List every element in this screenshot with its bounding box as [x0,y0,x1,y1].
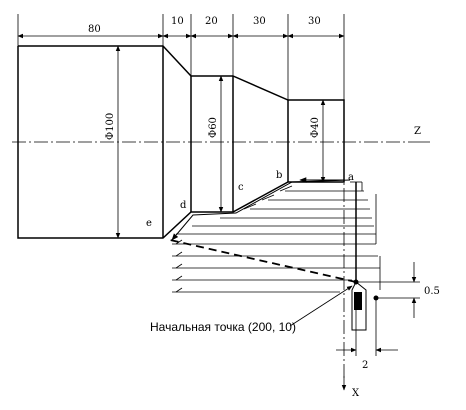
dim-80: 80 [88,24,101,35]
top-dimension-chain: 80 10 20 30 30 [17,14,345,100]
dim-2-group: 2 [336,298,398,371]
point-e: e [146,218,152,229]
dim-30-right: 30 [308,16,321,27]
point-a: a [348,172,354,183]
dim-10: 10 [171,16,184,27]
dim-2: 2 [362,360,368,371]
x-axis-label: X [352,388,360,399]
diameter-dimensions: Φ100 Φ60 Φ40 [105,45,326,239]
z-axis-label: Z [414,126,421,137]
roughing-passes [172,181,381,293]
dim-phi100: Φ100 [105,113,116,140]
start-point-label: Начальная точка (200, 10) [150,320,296,334]
dim-phi40: Φ40 [310,117,321,138]
point-labels: a b c d e [146,170,354,229]
point-d: d [180,200,187,211]
dim-30-left: 30 [253,16,266,27]
dim-0-5: 0.5 [424,286,440,297]
rapid-return-path [169,182,357,283]
point-b: b [276,170,282,181]
dim-0-5-group: 0.5 [356,262,440,318]
tool-insert [354,292,362,310]
dim-phi60: Φ60 [208,117,219,138]
finishing-path [171,177,351,241]
z-axis: Z [12,126,430,143]
x-axis: X [341,100,360,399]
start-point-caption: Начальная точка (200, 10) [150,285,353,334]
point-c: c [238,182,244,193]
dim-20: 20 [205,16,218,27]
